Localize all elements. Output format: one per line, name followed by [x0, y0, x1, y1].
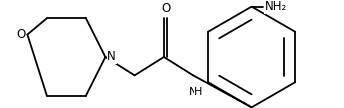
Text: O: O [161, 2, 170, 15]
Text: N: N [189, 87, 197, 97]
Text: NH₂: NH₂ [265, 0, 287, 13]
Text: O: O [16, 28, 25, 41]
Text: N: N [107, 50, 116, 64]
Text: H: H [194, 87, 203, 97]
